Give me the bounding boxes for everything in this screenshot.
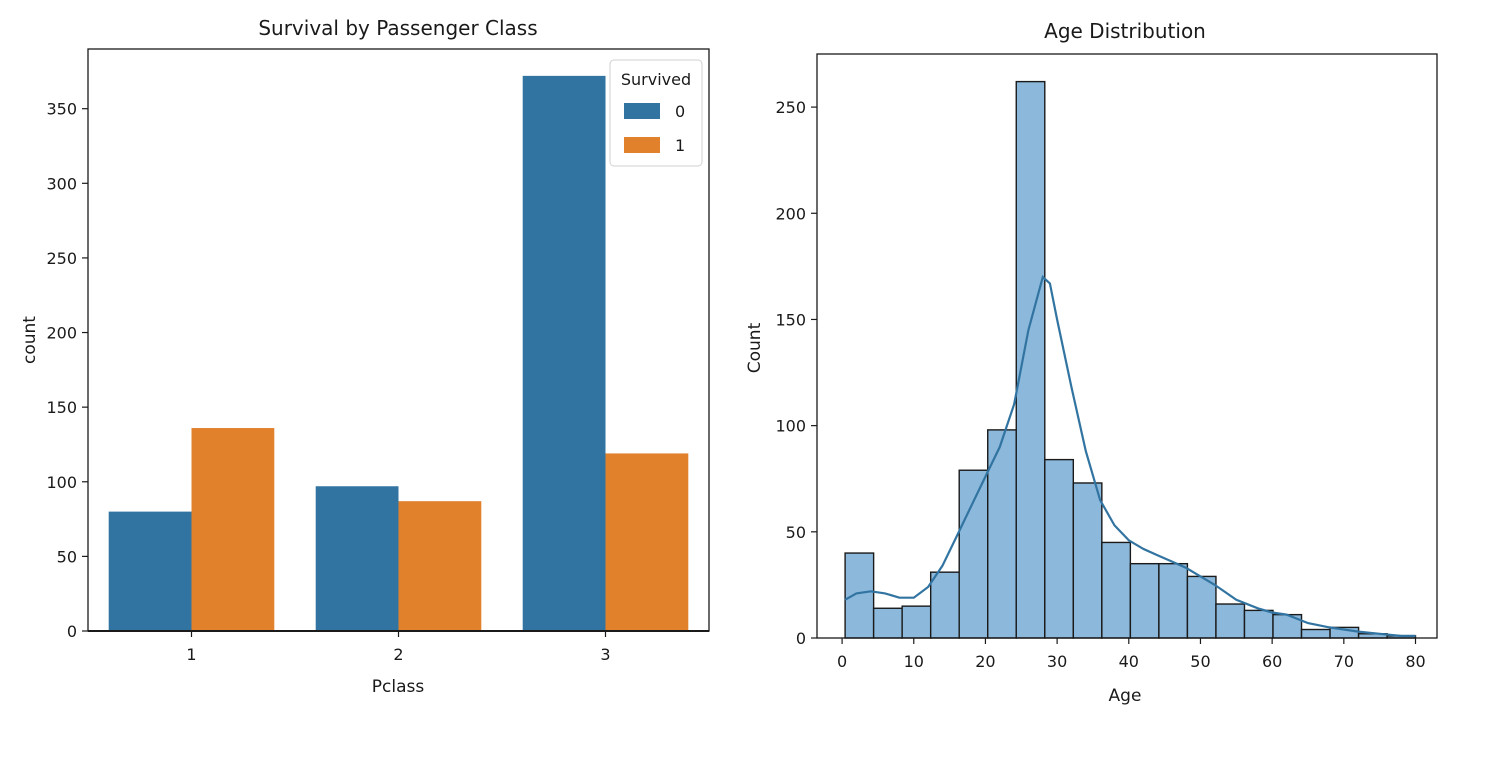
age-bin-0: [844, 552, 875, 639]
bar-class-3-survived-1: [605, 453, 689, 631]
age-x-tick-label: 20: [975, 652, 995, 671]
survival-y-tick-label: 250: [46, 249, 77, 268]
age-x-ticks: 0 10 20 30 40 50 60 70 80: [837, 638, 1426, 671]
age-x-axis-label: Age: [1109, 686, 1142, 706]
age-bin-12: [1186, 575, 1217, 639]
bar-class-2-survived-1: [398, 501, 482, 631]
age-bin-13: [1215, 603, 1246, 639]
survival-y-tick-label: 100: [46, 473, 77, 492]
age-bin-16: [1300, 628, 1331, 639]
age-bin-4: [958, 469, 989, 639]
age-x-tick-label: 10: [904, 652, 924, 671]
bar-class-1-survived-1: [191, 428, 275, 631]
age-x-tick-label: 60: [1262, 652, 1282, 671]
age-x-tick-label: 0: [837, 652, 847, 671]
age-y-tick-label: 150: [775, 310, 806, 329]
survival-y-axis-label: count: [20, 316, 40, 364]
legend-swatch-0: [624, 103, 660, 119]
survival-legend: Survived 0 1: [609, 59, 703, 167]
survival-y-tick-label: 300: [46, 174, 77, 193]
age-bin-3: [929, 571, 960, 639]
survival-y-tick-label: 0: [67, 622, 77, 641]
age-x-tick-label: 50: [1190, 652, 1210, 671]
age-y-tick-label: 50: [786, 523, 806, 542]
age-chart: Age Distribution 0 50 100 150 200 250 0 10 20 30…: [745, 19, 1438, 706]
age-bin-9: [1101, 541, 1132, 639]
legend-label-1: 1: [675, 136, 685, 155]
survival-y-ticks: 0 50 100 150 200 250 300 350: [46, 100, 88, 641]
age-y-ticks: 0 50 100 150 200 250: [775, 98, 817, 648]
age-x-tick-label: 30: [1047, 652, 1067, 671]
legend-label-0: 0: [675, 102, 685, 121]
age-histogram-bars: [844, 80, 1417, 639]
age-bin-7: [1044, 458, 1075, 639]
age-x-tick-label: 40: [1119, 652, 1139, 671]
age-bin-1: [872, 607, 903, 639]
age-y-tick-label: 100: [775, 417, 806, 436]
age-x-tick-label: 70: [1334, 652, 1354, 671]
age-bin-2: [901, 605, 932, 639]
survival-y-tick-label: 350: [46, 100, 77, 119]
age-plot-frame: [816, 53, 1438, 639]
survival-y-tick-label: 150: [46, 398, 77, 417]
survival-chart-title: Survival by Passenger Class: [258, 16, 537, 40]
bar-class-3-survived-0: [522, 75, 606, 631]
survival-y-tick-label: 200: [46, 324, 77, 343]
survival-x-tick-label: 3: [600, 645, 610, 664]
age-x-tick-label: 80: [1405, 652, 1425, 671]
legend-title: Survived: [621, 70, 691, 89]
survival-x-ticks: 1 2 3: [186, 631, 611, 664]
age-bin-14: [1243, 609, 1274, 639]
age-bin-11: [1158, 562, 1189, 639]
age-y-axis-label: Count: [745, 322, 765, 373]
age-bin-10: [1129, 562, 1160, 639]
age-kde-line: [844, 274, 1416, 637]
survival-y-tick-label: 50: [57, 547, 77, 566]
survival-x-axis-label: Pclass: [372, 677, 425, 697]
age-y-tick-label: 200: [775, 204, 806, 223]
survival-chart: Survival by Passenger Class 050100150200…: [20, 16, 710, 697]
age-chart-title: Age Distribution: [1044, 19, 1206, 43]
survival-x-tick-label: 1: [186, 645, 196, 664]
age-bin-8: [1072, 482, 1103, 639]
age-y-tick-label: 0: [796, 629, 806, 648]
bar-class-1-survived-0: [108, 511, 192, 631]
survival-x-tick-label: 2: [393, 645, 403, 664]
legend-swatch-1: [624, 137, 660, 153]
age-bin-6: [1015, 80, 1046, 639]
age-bin-5: [987, 429, 1017, 639]
bar-class-2-survived-0: [315, 486, 399, 631]
age-y-tick-label: 250: [775, 98, 806, 117]
survival-bars: [108, 75, 689, 631]
